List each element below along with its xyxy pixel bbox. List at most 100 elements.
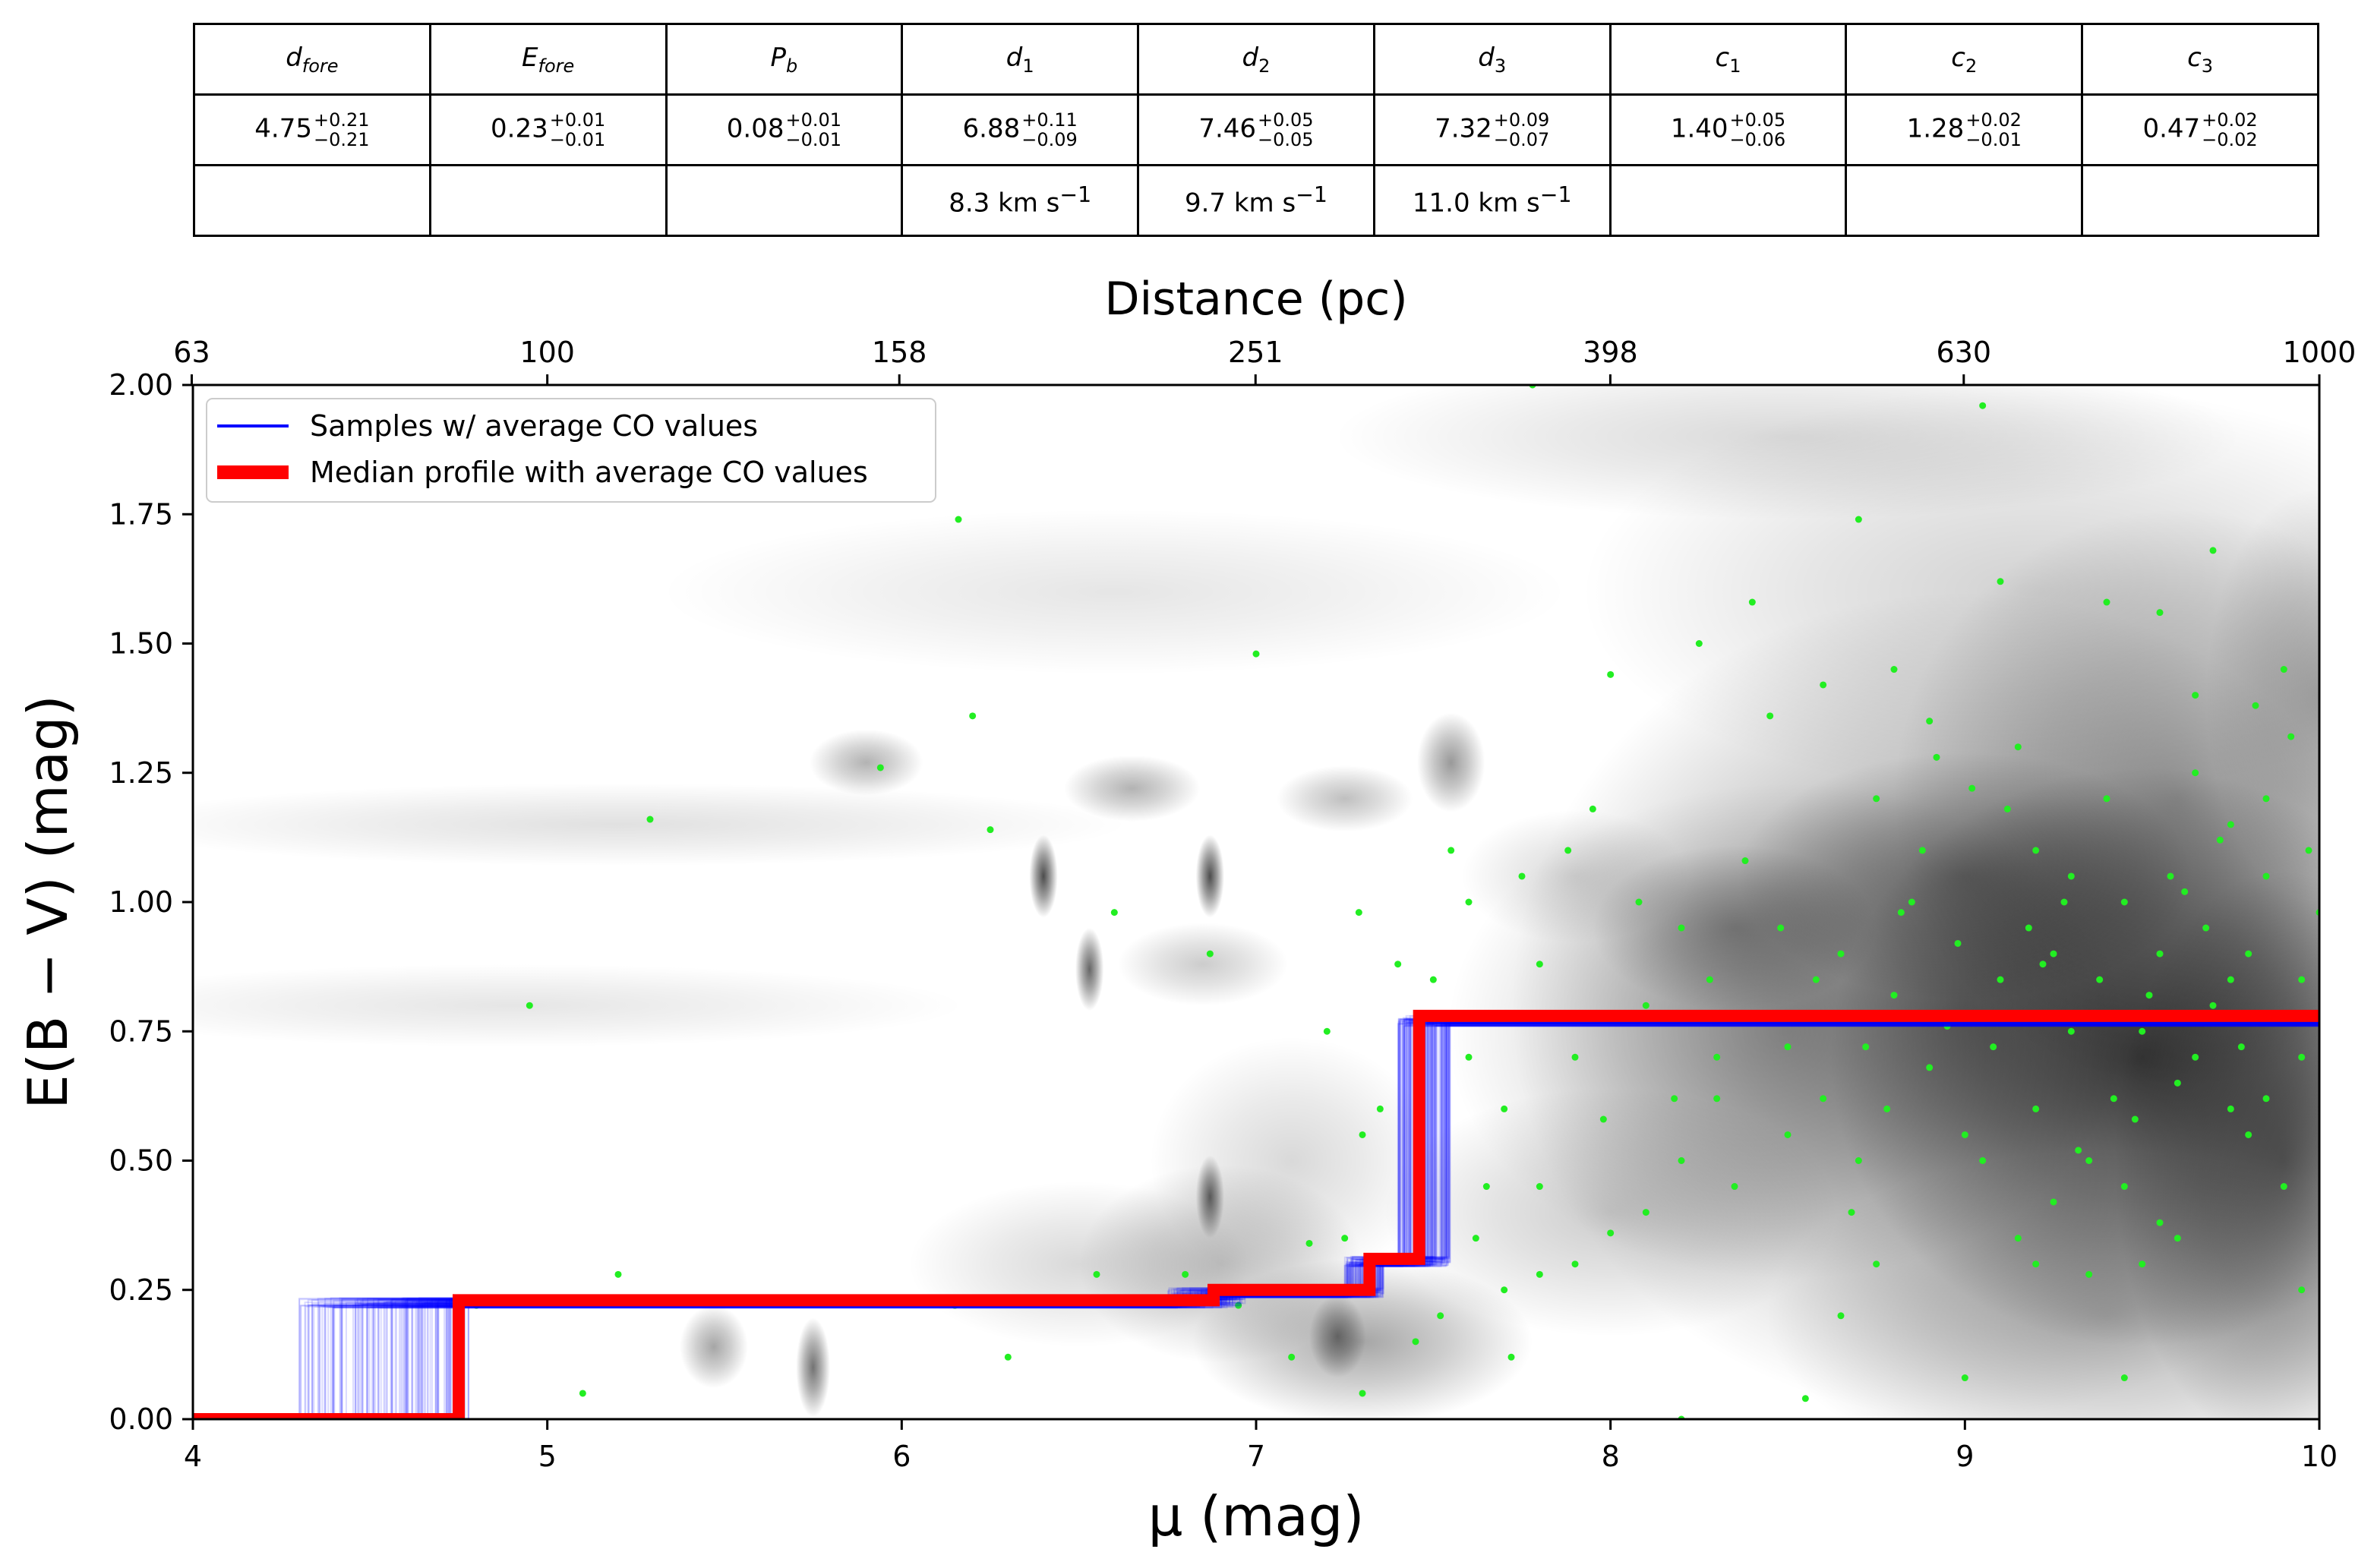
star-point <box>2120 1374 2128 1382</box>
sample-profile-line <box>193 1024 2319 1419</box>
y-tick-label: 0.75 <box>109 1014 173 1048</box>
star-point <box>1801 1395 1809 1402</box>
star-point <box>1341 1235 1349 1242</box>
star-point <box>1501 1105 1508 1112</box>
x-tick-label: 4 <box>184 1440 202 1473</box>
star-point <box>1671 1095 1678 1103</box>
star-point <box>1642 1209 1649 1216</box>
table-velocity-cell <box>1608 164 1848 237</box>
table-value-cell: 7.46 +0.05 −0.05 <box>1137 93 1375 166</box>
star-point <box>2032 1260 2040 1268</box>
star-point <box>1820 1095 1827 1103</box>
star-point <box>1873 1260 1880 1268</box>
sample-profile-line <box>193 1018 2319 1419</box>
star-point <box>2298 1053 2306 1061</box>
star-point <box>2032 847 2040 854</box>
star-point <box>1359 1131 1366 1138</box>
star-point <box>2139 1027 2146 1035</box>
table-header-cell: d2 <box>1137 23 1375 96</box>
star-point <box>2003 805 2011 812</box>
star-point <box>2067 1027 2075 1035</box>
star-point <box>1501 1286 1508 1294</box>
star-point <box>1918 847 1926 854</box>
legend: Samples w/ average CO values Median prof… <box>206 398 936 503</box>
sample-profile-line <box>193 1020 2319 1419</box>
table-value-cell: 0.47 +0.02 −0.02 <box>2081 93 2319 166</box>
sample-profile-line <box>193 1019 2319 1419</box>
density-blob <box>1334 385 2242 520</box>
star-point <box>2192 692 2199 699</box>
x-tick-label: 9 <box>1956 1440 1974 1473</box>
density-blob <box>680 1305 748 1389</box>
table-header-cell: d1 <box>901 23 1140 96</box>
star-point <box>2050 950 2057 958</box>
star-point <box>579 1390 586 1397</box>
sample-profile-line <box>193 1017 2319 1419</box>
star-point <box>1855 516 1862 523</box>
density-blob <box>1384 1088 1838 1337</box>
top-tick-label: 63 <box>173 336 210 369</box>
table-value-cell: 0.23 +0.01 −0.01 <box>428 93 668 166</box>
x-tick-label: 6 <box>892 1440 911 1473</box>
density-blob <box>1029 834 1058 918</box>
sample-profile-line <box>193 1020 2319 1419</box>
sample-profile-line <box>193 1018 2319 1419</box>
table-header-cell: c1 <box>1608 23 1848 96</box>
star-point <box>955 516 962 523</box>
star-point <box>2060 898 2068 906</box>
density-blob <box>1309 1295 1366 1378</box>
sample-profile-line <box>193 1025 2319 1419</box>
x-tick-label: 7 <box>1247 1440 1265 1473</box>
table-value-cell: 0.08 +0.01 −0.01 <box>665 93 904 166</box>
top-tick-label: 630 <box>1937 336 1992 369</box>
star-point <box>614 1270 622 1278</box>
density-blob <box>1277 765 1413 832</box>
star-point <box>2067 872 2075 880</box>
star-point <box>1997 976 2004 983</box>
star-point <box>2050 1198 2057 1206</box>
star-point <box>2145 992 2153 999</box>
star-point <box>2237 1043 2245 1051</box>
y-tick-label: 0.50 <box>109 1144 173 1178</box>
legend-samples-label: Samples w/ average CO values <box>310 409 758 443</box>
star-point <box>1447 847 1455 854</box>
star-point <box>2245 950 2252 958</box>
star-point <box>1766 712 1774 720</box>
star-point <box>2120 898 2128 906</box>
star-point <box>1536 1183 1543 1191</box>
star-point <box>1943 1022 1951 1030</box>
table-velocity-cell <box>193 164 431 237</box>
star-point <box>2280 1183 2287 1191</box>
star-point <box>1536 1270 1543 1278</box>
top-tick-label: 1000 <box>2283 336 2357 369</box>
star-point <box>2298 1286 2306 1294</box>
table-velocity-cell <box>1845 164 2084 237</box>
y-tick-label: 1.00 <box>109 885 173 919</box>
star-point <box>1873 795 1880 803</box>
star-point <box>2192 769 2199 777</box>
star-point <box>1820 681 1827 689</box>
star-point <box>1890 992 1898 999</box>
star-point <box>1862 1043 1870 1051</box>
star-point <box>2156 1219 2164 1226</box>
density-blob <box>1064 755 1201 822</box>
star-point <box>2110 1095 2117 1103</box>
star-point <box>646 816 654 823</box>
star-point <box>1235 1301 1242 1309</box>
star-point <box>2131 1115 2139 1123</box>
star-point <box>1394 961 1402 968</box>
table-value-cell: 7.32 +0.09 −0.07 <box>1372 93 1612 166</box>
sample-profile-line <box>193 1016 2319 1419</box>
star-point <box>2192 1053 2199 1061</box>
star-point <box>2305 847 2312 854</box>
star-point <box>1926 718 1934 725</box>
star-point <box>2156 609 2164 617</box>
star-point <box>2032 1105 2040 1112</box>
star-point <box>1979 1157 1987 1164</box>
x-tick-label: 5 <box>538 1440 557 1473</box>
top-tick-label: 251 <box>1228 336 1283 369</box>
table-velocity-cell <box>665 164 904 237</box>
sample-profile-line <box>193 1017 2319 1419</box>
y-tick-label: 1.25 <box>109 756 173 790</box>
